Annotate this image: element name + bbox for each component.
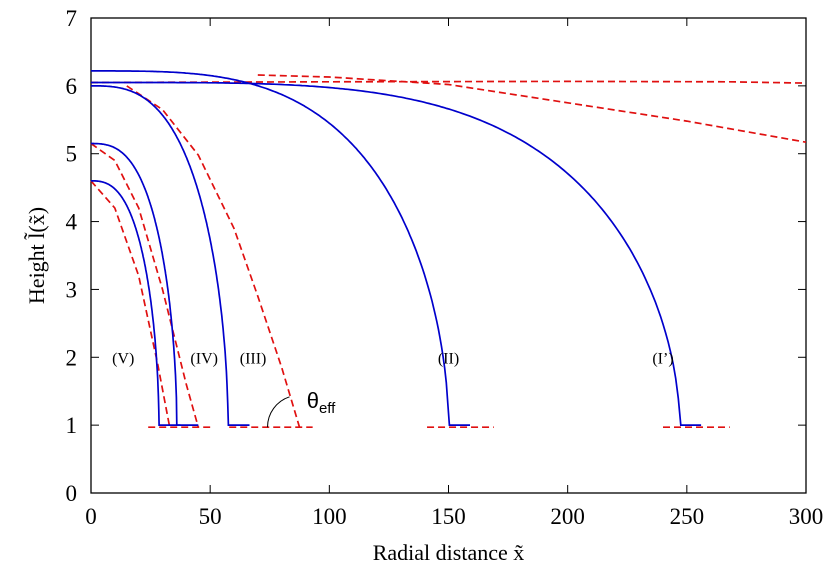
curve-label: (I’) bbox=[652, 350, 673, 367]
curve-label: (III) bbox=[240, 350, 267, 367]
y-tick-label: 1 bbox=[66, 413, 78, 438]
theta-subscript: eff bbox=[319, 400, 336, 417]
y-tick-label: 6 bbox=[66, 74, 78, 99]
x-tick-label: 50 bbox=[199, 504, 222, 529]
theta-arc bbox=[267, 396, 290, 428]
y-tick-label: 2 bbox=[66, 345, 78, 370]
fit-line bbox=[126, 85, 301, 428]
fit-line bbox=[90, 142, 200, 428]
profile-curves bbox=[91, 70, 702, 426]
y-tick-label: 0 bbox=[66, 481, 78, 506]
fit-line bbox=[90, 80, 807, 84]
profile-line bbox=[91, 142, 199, 426]
y-tick-label: 3 bbox=[66, 277, 78, 302]
profile-line bbox=[91, 180, 181, 426]
profile-line bbox=[91, 70, 470, 426]
y-tick-label: 5 bbox=[66, 142, 78, 167]
theta-symbol: θ bbox=[307, 388, 319, 413]
x-tick-label: 0 bbox=[85, 504, 97, 529]
y-tick-label: 4 bbox=[66, 210, 78, 235]
x-axis-title: Radial distance x̃ bbox=[373, 540, 525, 565]
axis-ticks bbox=[90, 17, 807, 494]
curve-label: (II) bbox=[438, 350, 459, 367]
theta-eff-label: θeff bbox=[307, 388, 336, 417]
x-tick-label: 200 bbox=[550, 504, 585, 529]
theta-eff-annotation: θeff bbox=[267, 388, 336, 428]
profile-line bbox=[91, 85, 250, 426]
fit-curves bbox=[90, 74, 807, 428]
x-tick-label: 100 bbox=[312, 504, 347, 529]
y-axis-title: Height l̃(x̃) bbox=[24, 207, 49, 304]
profile-line bbox=[91, 81, 702, 426]
curve-label: (IV) bbox=[190, 350, 218, 367]
x-tick-label: 250 bbox=[670, 504, 705, 529]
curve-label: (V) bbox=[112, 350, 134, 367]
x-tick-label: 300 bbox=[789, 504, 824, 529]
tick-labels: 0 50 100 150 200 250 300 0 1 2 3 4 5 6 7 bbox=[66, 6, 824, 529]
y-tick-label: 7 bbox=[66, 6, 78, 31]
curve-labels: (I’) (II) (III) (IV) (V) bbox=[112, 350, 674, 367]
fit-line bbox=[90, 180, 171, 428]
fit-line bbox=[257, 74, 807, 144]
x-tick-label: 150 bbox=[431, 504, 466, 529]
